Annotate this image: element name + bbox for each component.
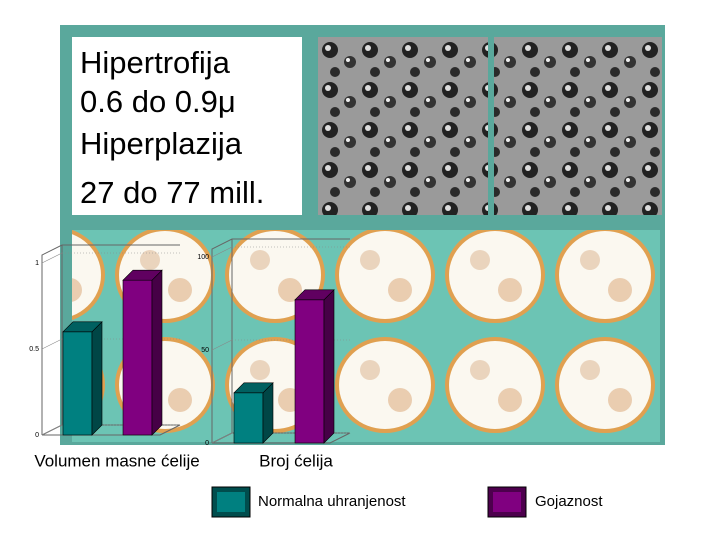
grid-line	[211, 432, 233, 444]
bar-side	[323, 289, 335, 444]
text-box-text: Hipertrofija 0.6 do 0.9μ Hiperplazija 27 do…	[80, 45, 264, 210]
legend: Normalna uhranjenost Gojaznost	[211, 486, 603, 518]
text-box	[72, 37, 302, 215]
bar-top	[233, 382, 274, 394]
y-tick-label: 0	[205, 440, 209, 447]
y-tick-label: 0	[35, 432, 39, 439]
bar-top	[122, 269, 163, 281]
grid-line	[211, 246, 233, 258]
y-tick-label: 0.5	[29, 346, 39, 353]
bar-front	[122, 279, 153, 436]
grid-line	[41, 252, 63, 264]
bar-front	[62, 331, 93, 436]
grid-line	[41, 338, 63, 350]
y-tick-label: 1	[35, 260, 39, 267]
text-line: 0.6 do 0.9μ	[80, 84, 236, 119]
charts: 0 0.5 1 Volumen masne ćelije 0 50 100 Broj ćeli…	[29, 238, 351, 470]
bar-top	[294, 289, 335, 301]
bar-front	[233, 392, 264, 444]
text-line: 27 do 77 mill.	[80, 175, 264, 210]
x-axis-label: Broj ćelija	[259, 451, 333, 470]
y-tick-label: 50	[201, 347, 209, 354]
legend-label: Normalna uhranjenost	[258, 493, 406, 510]
bar-side	[151, 269, 163, 436]
grid-line	[211, 339, 233, 351]
x-axis-label: Volumen masne ćelije	[34, 451, 199, 470]
text-line: Hipertrofija	[80, 45, 231, 80]
grid-line	[41, 424, 63, 436]
legend-swatch-face	[217, 492, 245, 512]
text-line: Hiperplazija	[80, 126, 243, 161]
bar-front	[294, 299, 325, 444]
y-tick-label: 100	[197, 254, 209, 261]
bar-top	[62, 321, 103, 333]
bar-side	[262, 382, 274, 444]
legend-label: Gojaznost	[535, 493, 603, 510]
legend-swatch-face	[493, 492, 521, 512]
bar-side	[91, 321, 103, 436]
